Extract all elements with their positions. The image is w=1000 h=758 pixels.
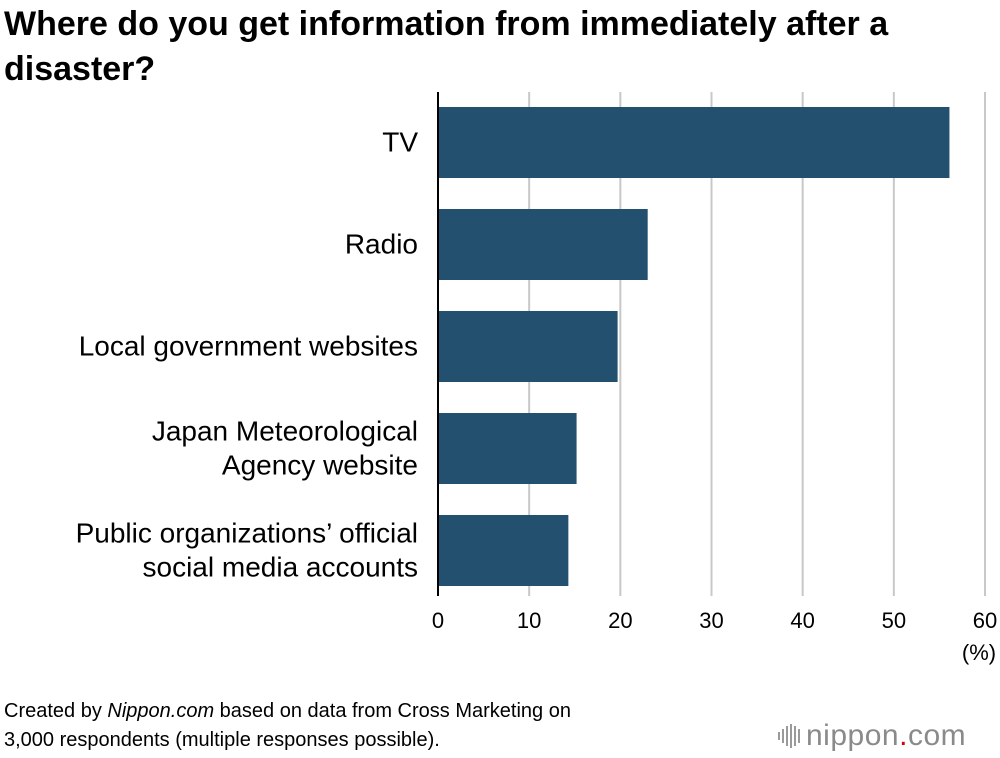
source-prefix: Created by: [4, 700, 108, 722]
bar-chart: 0 10 20 30 40 50 60 (%) TV Radio Local government …: [76, 92, 997, 665]
category-label: Radio: [345, 229, 418, 260]
x-tick-label: 50: [882, 608, 906, 633]
bar: [438, 515, 569, 586]
source-suffix: based on data from Cross Marketing on: [214, 700, 571, 722]
source-note: Created by Nippon.com based on data from…: [4, 697, 764, 755]
logo-dot: .: [899, 719, 908, 752]
x-tick-label: 10: [517, 608, 541, 633]
bar: [438, 209, 648, 280]
category-label: Agency website: [222, 450, 418, 481]
source-name: Nippon.com: [107, 700, 215, 722]
logo-domain: com: [907, 719, 967, 752]
x-tick-label: 30: [699, 608, 723, 633]
x-tick-label: 20: [608, 608, 632, 633]
x-axis-label: (%): [962, 640, 996, 665]
x-tick-label: 40: [790, 608, 814, 633]
logo-name: nippon: [806, 719, 900, 752]
category-label: Japan Meteorological: [152, 416, 418, 447]
bar: [438, 311, 618, 382]
x-tick-label: 0: [432, 608, 444, 633]
nippon-logo: nippon.com: [778, 716, 966, 756]
logo-wordmark: nippon.com: [806, 719, 966, 753]
chart-title: Where do you get information from immedi…: [4, 5, 889, 88]
bar: [438, 107, 950, 178]
bar: [438, 413, 577, 484]
source-line2: 3,000 respondents (multiple responses po…: [4, 729, 440, 751]
category-label: Public organizations’ official: [76, 518, 418, 549]
logo-bars-icon: [778, 724, 800, 748]
category-label: social media accounts: [143, 552, 418, 583]
category-label: Local government websites: [79, 331, 418, 362]
category-label: TV: [382, 127, 418, 158]
x-tick-label: 60: [973, 608, 997, 633]
